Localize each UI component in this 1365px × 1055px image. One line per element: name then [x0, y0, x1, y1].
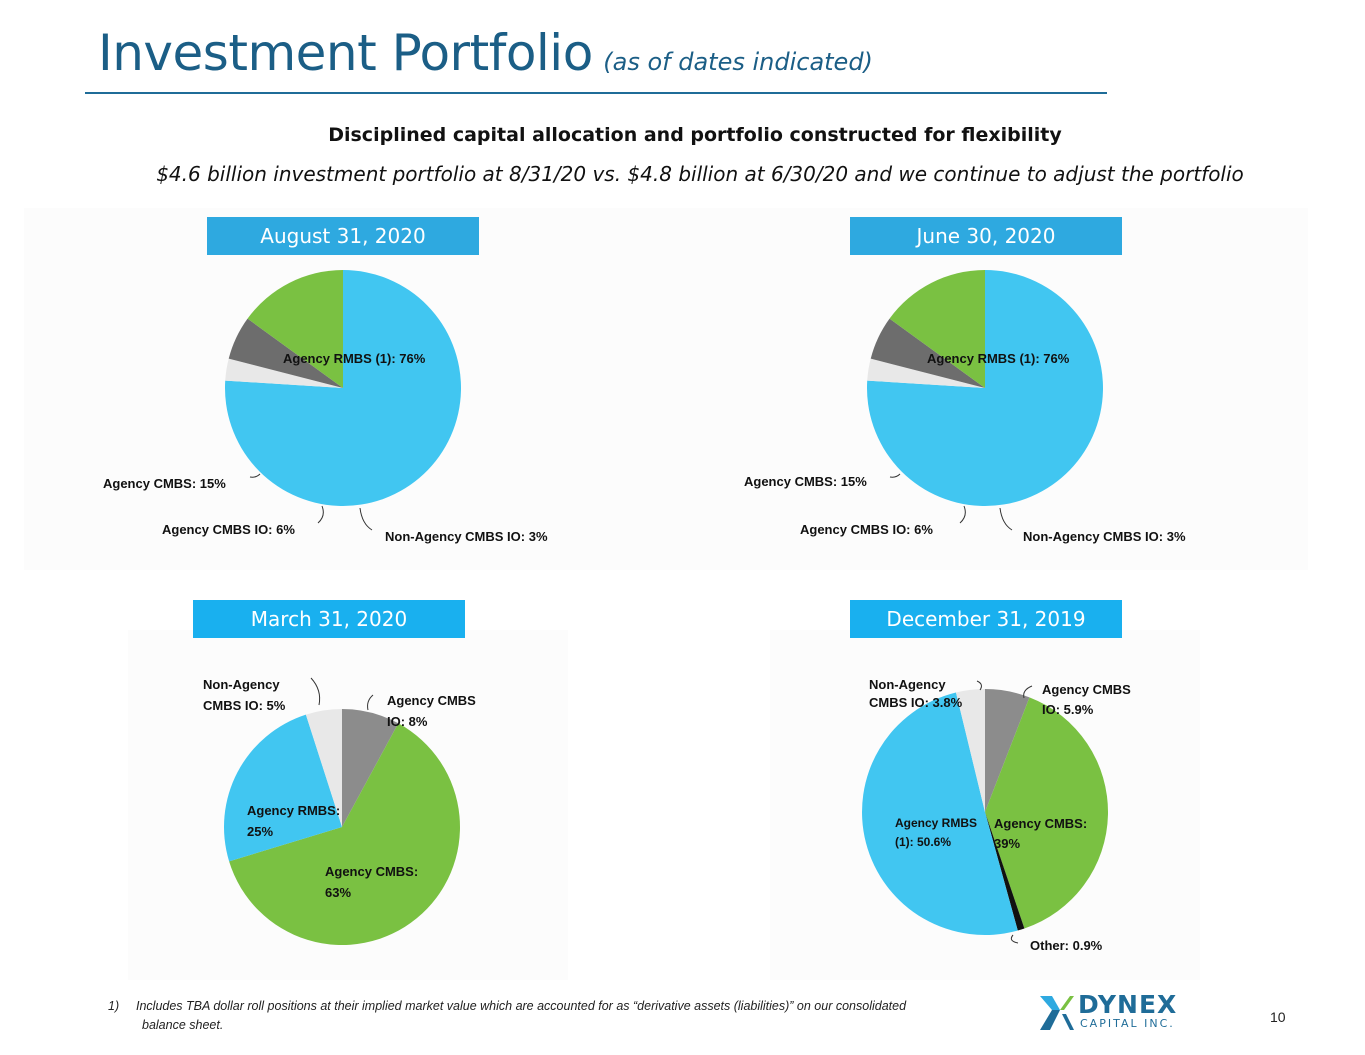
pie-june-2020 [866, 270, 1103, 506]
label-jun-nacmbs-io: Non-Agency CMBS IO: 3% [1023, 529, 1186, 544]
pie-slice [862, 692, 1018, 936]
pie-slice [229, 723, 460, 945]
logo-subtitle: CAPITAL INC. [1080, 1017, 1175, 1030]
date-box-aug: August 31, 2020 [207, 217, 479, 255]
label-dec-rmbs-1: Agency RMBS [895, 816, 977, 830]
label-mar-nacmbs-io-1: Non-Agency [203, 677, 280, 692]
pie-slice [985, 689, 1030, 812]
label-mar-cmbs-2: 63% [325, 885, 351, 900]
label-dec-cmbs-io-2: IO: 5.9% [1042, 702, 1094, 717]
pie-slice [305, 709, 342, 827]
footnote-line2: balance sheet. [142, 1018, 224, 1032]
label-mar-cmbs-io-1: Agency CMBS [387, 693, 476, 708]
subline: $4.6 billion investment portfolio at 8/3… [156, 162, 1244, 186]
date-box-jun: June 30, 2020 [850, 217, 1122, 255]
footnote-line1: Includes TBA dollar roll positions at th… [136, 999, 907, 1013]
label-aug-nacmbs-io: Non-Agency CMBS IO: 3% [385, 529, 548, 544]
label-aug-cmbs: Agency CMBS: 15% [103, 476, 226, 491]
label-mar-rmbs-1: Agency RMBS: [247, 803, 340, 818]
pie-slice [985, 697, 1109, 929]
subhead: Disciplined capital allocation and portf… [328, 124, 1062, 146]
label-dec-rmbs-2: (1): 50.6% [895, 835, 951, 849]
footnote: 1) Includes TBA dollar roll positions at … [108, 997, 906, 1035]
footnote-number: 1) [108, 999, 120, 1013]
label-mar-nacmbs-io-2: CMBS IO: 5% [203, 698, 286, 713]
pie-slice [228, 318, 343, 388]
pie-slice [342, 709, 399, 827]
pie-slice [870, 318, 985, 388]
page-title: Investment Portfolio (as of dates indica… [98, 24, 873, 82]
label-aug-rmbs: Agency RMBS (1): 76% [283, 351, 426, 366]
pie-slice [224, 270, 461, 506]
pie-slice [223, 714, 342, 862]
label-jun-cmbs: Agency CMBS: 15% [744, 474, 867, 489]
pie-slice [889, 270, 985, 388]
leader-lines [249, 473, 1033, 944]
label-dec-cmbs-1: Agency CMBS: [994, 816, 1087, 831]
date-box-mar: March 31, 2020 [193, 600, 465, 638]
title-suffix: (as of dates indicated) [603, 48, 873, 76]
date-box-dec: December 31, 2019 [850, 600, 1122, 638]
pie-slice [866, 270, 1103, 506]
pie-march-2020 [223, 709, 460, 945]
pie-slice [985, 812, 1025, 931]
page-number: 10 [1270, 1009, 1286, 1025]
pie-august-2020 [224, 270, 461, 506]
pie-slice [955, 689, 985, 812]
dynex-mark-icon [1040, 996, 1074, 1030]
label-mar-rmbs-2: 25% [247, 824, 273, 839]
label-dec-cmbs-2: 39% [994, 836, 1020, 851]
pie-slice [225, 358, 343, 388]
dynex-logo: DYNEX CAPITAL INC. [1036, 990, 1176, 1032]
label-mar-cmbs-io-2: IO: 8% [387, 714, 428, 729]
label-jun-rmbs: Agency RMBS (1): 76% [927, 351, 1070, 366]
title-main: Investment Portfolio [98, 24, 593, 82]
label-aug-cmbs-io: Agency CMBS IO: 6% [162, 522, 295, 537]
pie-slice [867, 358, 985, 388]
label-dec-nacmbs-io-1: Non-Agency [869, 677, 946, 692]
title-divider [85, 92, 1107, 94]
label-jun-cmbs-io: Agency CMBS IO: 6% [800, 522, 933, 537]
label-dec-nacmbs-io-2: CMBS IO: 3.8% [869, 695, 963, 710]
pie-slice [247, 270, 343, 388]
logo-name: DYNEX [1078, 990, 1178, 1019]
label-mar-cmbs-1: Agency CMBS: [325, 864, 418, 879]
pie-december-2019 [862, 689, 1109, 936]
label-dec-cmbs-io-1: Agency CMBS [1042, 682, 1131, 697]
label-dec-other: Other: 0.9% [1030, 938, 1103, 953]
